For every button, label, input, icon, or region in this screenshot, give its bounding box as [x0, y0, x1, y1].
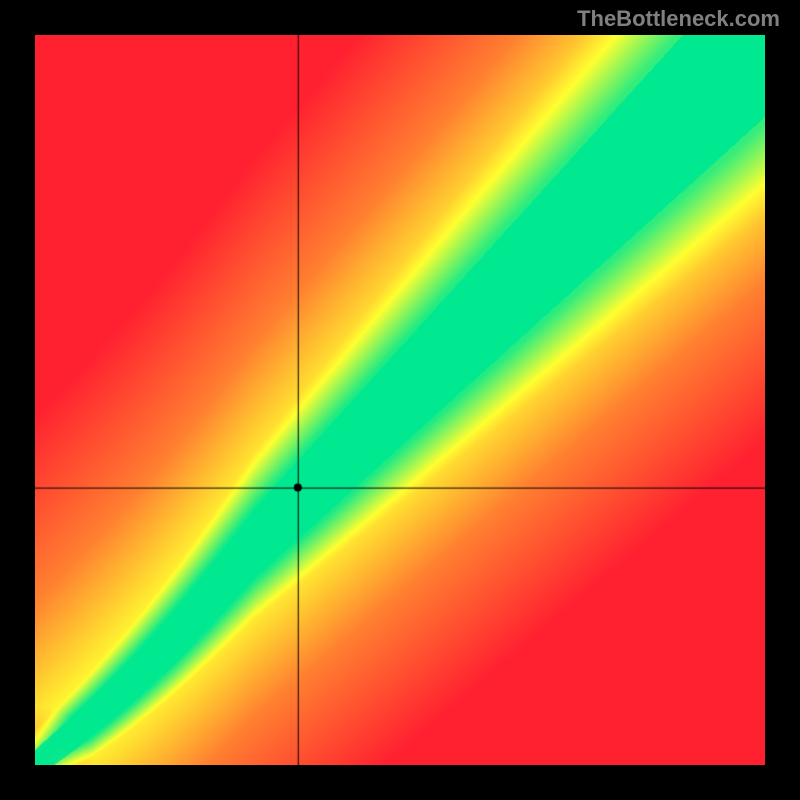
heatmap-plot — [35, 35, 765, 765]
heatmap-canvas — [35, 35, 765, 765]
chart-container: TheBottleneck.com — [0, 0, 800, 800]
watermark-text: TheBottleneck.com — [577, 6, 780, 32]
